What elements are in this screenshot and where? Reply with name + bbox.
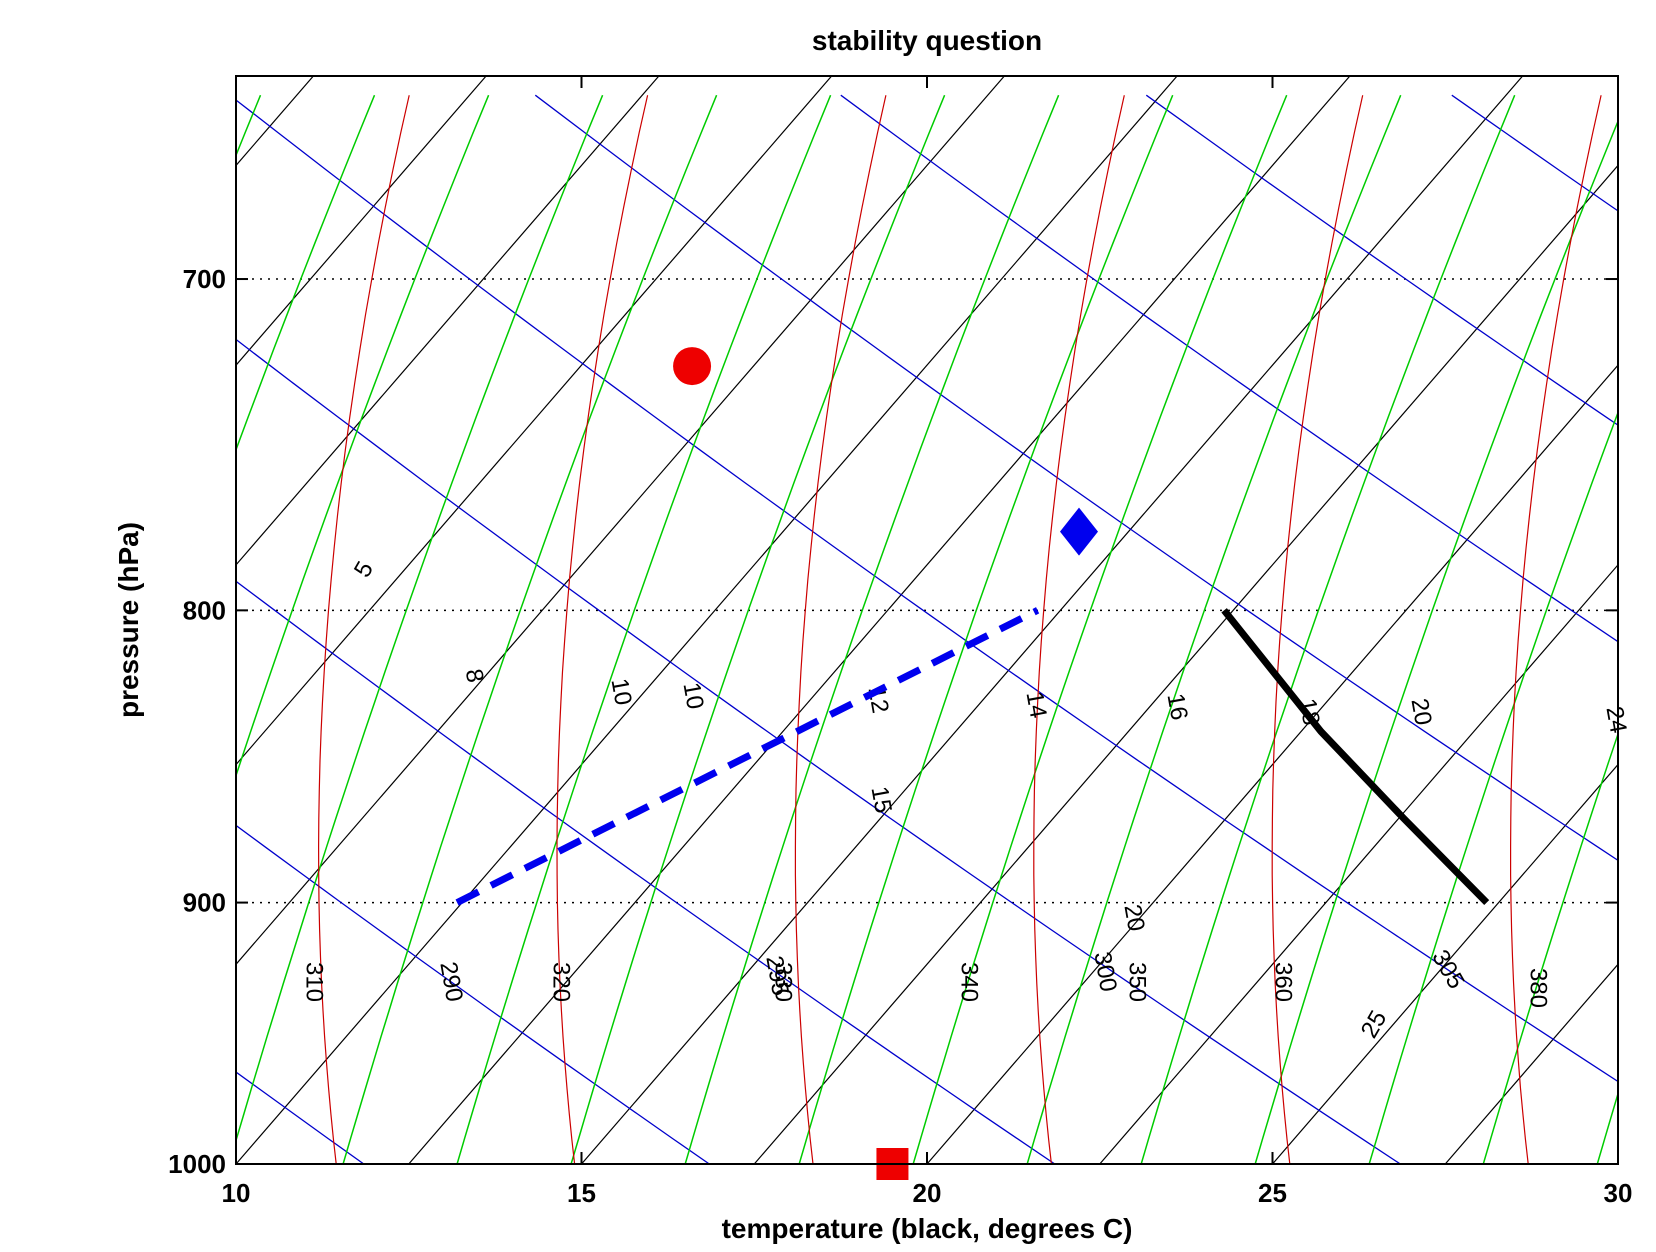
moist-adiabat-label: 320 <box>548 962 575 1002</box>
isotherm-line <box>1099 563 1618 1164</box>
axis-ticks: 10 15 20 25 30 700 800 900 1000 <box>168 76 1632 1208</box>
isotherm-line <box>581 76 1524 1164</box>
pressure-gridlines <box>236 278 1618 904</box>
moist-adiabat-line <box>684 94 1060 1164</box>
moist-adiabat-line <box>342 94 718 1164</box>
mixing-ratio-label: 14 <box>1021 689 1052 720</box>
mixing-ratio-label: 20 <box>1406 696 1437 727</box>
isotherm-label: 5 <box>349 557 379 582</box>
dry-adiabat-label: 290 <box>434 960 468 1004</box>
y-tick-label: 800 <box>183 595 226 625</box>
moist-adiabat-line <box>236 94 376 452</box>
moist-adiabat-line <box>570 94 946 1164</box>
x-tick-label: 10 <box>222 1178 251 1208</box>
dry-adiabat-line <box>236 580 1056 1164</box>
isotherm-label: 25 <box>1356 1006 1393 1043</box>
mixing-ratio-line <box>1271 95 1364 1164</box>
x-tick-label: 25 <box>1258 1178 1287 1208</box>
y-tick-label: 1000 <box>168 1149 226 1179</box>
dry-adiabat-line <box>0 95 18 1164</box>
x-tick-label: 20 <box>913 1178 942 1208</box>
dashed-profile-line <box>455 607 1040 906</box>
isotherm-line <box>236 76 660 566</box>
x-axis-title: temperature (black, degrees C) <box>722 1213 1133 1244</box>
isotherm-line <box>1617 1163 1618 1164</box>
mixing-ratio-line <box>556 95 649 1164</box>
isotherm-line <box>236 76 833 766</box>
mixing-ratio-label: 8 <box>460 667 489 685</box>
x-tick-label: 30 <box>1604 1178 1633 1208</box>
isotherm-line <box>236 76 1005 966</box>
moist-adiabat-line <box>798 94 1174 1164</box>
moist-adiabat-line <box>1026 94 1402 1164</box>
mixing-ratio-label: 16 <box>1162 691 1193 722</box>
isotherm-lines <box>236 76 1618 1164</box>
moist-adiabat-line <box>236 94 604 1144</box>
isotherm-line <box>926 364 1618 1164</box>
dry-adiabat-line <box>236 99 1618 1083</box>
moist-adiabat-label: 330 <box>770 962 797 1002</box>
dry-adiabat-line <box>1451 94 1618 212</box>
isotherm-line <box>408 76 1351 1164</box>
y-tick-label: 700 <box>183 264 226 294</box>
dry-adiabat-line <box>1145 94 1618 426</box>
moist-adiabat-line <box>1140 94 1516 1164</box>
contour-lines <box>0 76 1618 1164</box>
isotherm-line <box>1444 963 1618 1164</box>
moist-adiabat-label: 360 <box>1270 962 1297 1002</box>
mixing-ratio-label: 24 <box>1601 704 1632 735</box>
solid-profile-line <box>1221 608 1490 906</box>
moist-adiabat-line <box>1482 731 1618 1164</box>
moist-adiabat-line <box>456 94 832 1164</box>
moist-adiabat-label: 310 <box>301 962 328 1002</box>
moist-adiabat-line <box>1254 119 1618 1164</box>
y-tick-label: 900 <box>183 888 226 918</box>
moist-adiabat-line <box>912 94 1288 1164</box>
data-series <box>455 607 1490 906</box>
y-axis-title: pressure (hPa) <box>113 522 144 718</box>
isotherm-line <box>753 164 1618 1164</box>
moist-adiabat-line <box>1596 1091 1618 1164</box>
moist-adiabat-line <box>1368 410 1618 1164</box>
mixing-ratio-line <box>794 95 887 1164</box>
isotherm-line <box>1272 763 1618 1164</box>
dry-adiabat-line <box>840 94 1618 643</box>
mixing-ratio-lines <box>317 95 1602 1164</box>
moist-adiabat-line <box>0 95 33 1164</box>
moist-adiabat-label: 380 <box>1525 968 1552 1008</box>
x-tick-label: 15 <box>567 1178 596 1208</box>
moist-adiabat-label: 340 <box>956 962 983 1002</box>
circle-marker <box>673 347 712 386</box>
diamond-marker <box>1060 507 1098 556</box>
moist-adiabat-line <box>236 94 490 778</box>
moist-adiabat-lines <box>0 94 1618 1164</box>
dry-adiabat-label: 300 <box>1088 950 1122 994</box>
mixing-ratio-line <box>1509 95 1602 1164</box>
dry-adiabat-line <box>236 338 1401 1164</box>
mixing-ratio-label: 10 <box>678 680 709 711</box>
mixing-ratio-line <box>317 95 410 1164</box>
isotherm-line <box>236 76 314 167</box>
isotherm-label: 15 <box>866 784 897 815</box>
chart-title: stability question <box>812 25 1042 56</box>
dry-adiabat-line <box>236 824 710 1164</box>
isotherm-label: 10 <box>606 676 637 707</box>
isotherm-line <box>236 76 487 367</box>
isotherm-line <box>236 76 1178 1164</box>
dry-adiabat-line <box>534 94 1618 862</box>
mixing-ratio-line <box>1033 95 1125 1164</box>
isotherm-label: 20 <box>1119 902 1150 933</box>
dry-adiabat-lines <box>0 94 1618 1164</box>
moist-adiabat-label: 350 <box>1124 962 1151 1002</box>
